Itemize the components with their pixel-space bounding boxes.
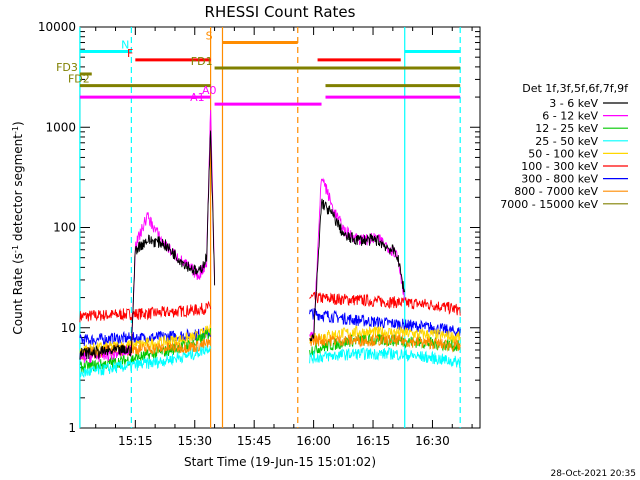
y-tick-label: 10 — [61, 321, 76, 335]
x-axis-label: Start Time (19-Jun-15 15:01:02) — [184, 455, 376, 469]
x-tick-label: 16:30 — [415, 434, 450, 448]
series-line — [79, 338, 212, 361]
y-tick-label: 1 — [68, 421, 76, 435]
series-line — [309, 346, 461, 369]
legend-label: 3 - 6 keV — [549, 97, 598, 110]
plot-area: 1 10 100 1000 10000 15:15 15:30 15:45 16:00 16:15… — [38, 20, 481, 448]
plot-frame — [79, 26, 481, 429]
series-line — [309, 177, 406, 340]
legend-label: 300 - 800 keV — [521, 173, 598, 186]
series-line — [79, 344, 212, 379]
state-bar-label: A1 — [190, 91, 205, 104]
series-line — [309, 308, 461, 338]
state-bar-label: F — [127, 47, 133, 60]
series-line — [79, 328, 212, 374]
x-tick-label: 15:15 — [118, 434, 153, 448]
x-tick-label: 15:45 — [237, 434, 272, 448]
series-line — [309, 198, 406, 342]
series-line — [309, 291, 461, 316]
chart-title: RHESSI Count Rates — [205, 3, 356, 21]
series-line — [79, 327, 212, 346]
x-tick-label: 15:30 — [177, 434, 212, 448]
legend-label: 800 - 7000 keV — [514, 185, 598, 198]
timestamp: 28-Oct-2021 20:35 — [551, 469, 636, 479]
series-line — [309, 324, 461, 345]
legend-title: Det 1f,3f,5f,6f,7f,9f — [522, 82, 629, 95]
series-line — [309, 333, 461, 353]
legend-label: 50 - 100 keV — [528, 147, 598, 160]
state-bar-label: FD2 — [68, 73, 90, 86]
state-bar-label: S — [206, 30, 213, 43]
series-line — [79, 130, 216, 360]
y-tick-label: 10000 — [38, 20, 76, 34]
y-axis-label: Count Rate (s-1 detector segment-1) — [11, 121, 26, 334]
state-bar-label: FD3 — [56, 61, 78, 74]
legend-label: 12 - 25 keV — [535, 122, 598, 135]
state-bar-label: N — [121, 38, 129, 51]
series-line — [79, 300, 212, 323]
legend-label: 7000 - 15000 keV — [500, 198, 598, 211]
legend-label: 100 - 300 keV — [521, 160, 598, 173]
state-bar-label: A0 — [202, 84, 217, 97]
legend-label: 6 - 12 keV — [542, 110, 598, 123]
y-tick-label: 1000 — [45, 120, 76, 134]
series-line — [79, 109, 216, 363]
x-tick-label: 16:00 — [296, 434, 331, 448]
legend-label: 25 - 50 keV — [535, 135, 598, 148]
y-tick-label: 100 — [53, 221, 76, 235]
state-bar-label: FD1 — [191, 55, 213, 68]
x-tick-label: 16:15 — [356, 434, 391, 448]
